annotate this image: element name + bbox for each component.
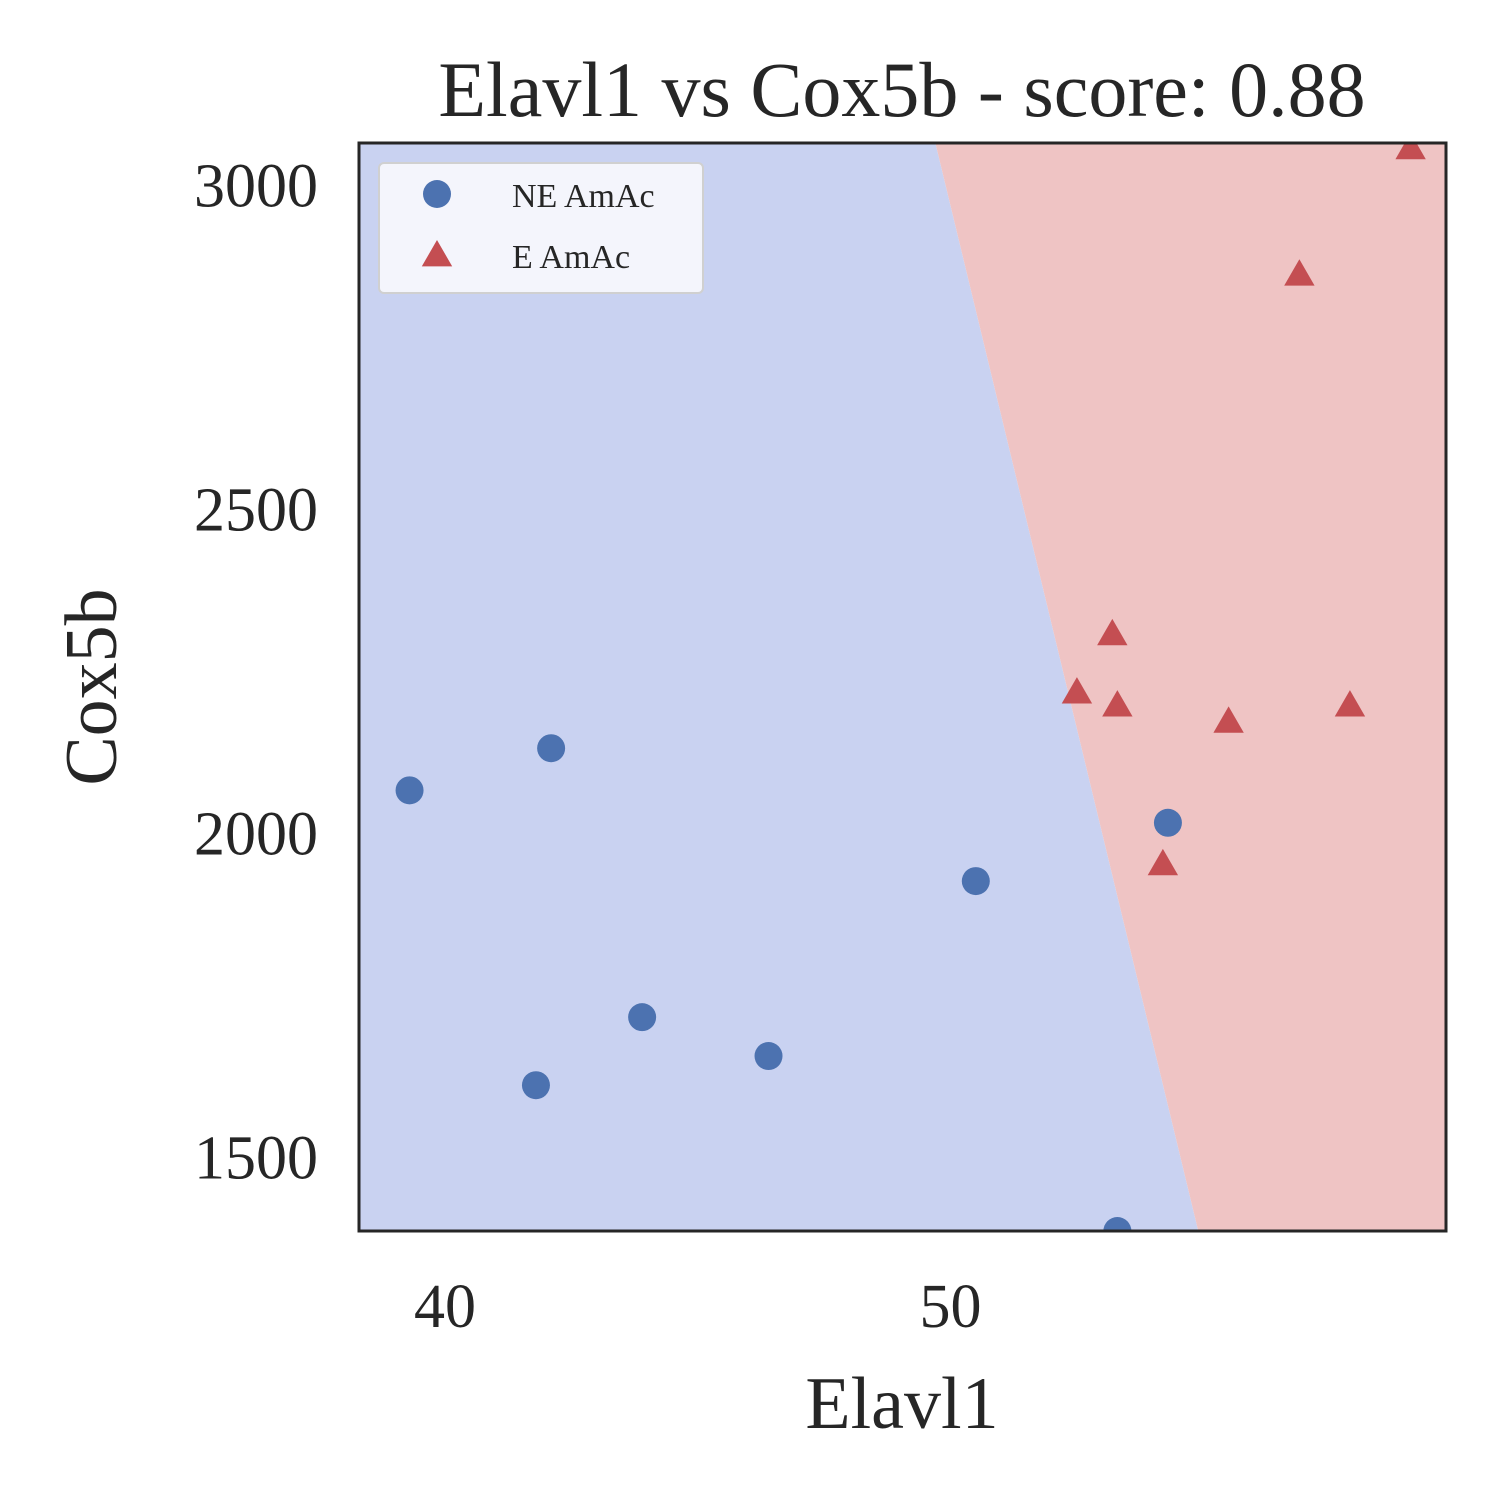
e-amac-point-2 xyxy=(1102,690,1133,717)
y-tick-label-3000: 3000 xyxy=(194,152,318,220)
ne-amac-point-1 xyxy=(537,734,566,763)
x-tick-label-40: 40 xyxy=(414,1273,476,1341)
y-tick-label-2000: 2000 xyxy=(194,800,318,868)
legend-label-e-amac: E AmAc xyxy=(512,239,630,276)
region-ne-amac xyxy=(359,143,1199,1231)
y-axis-ticks: 1500 2000 2500 3000 xyxy=(194,152,318,1192)
ne-amac-point-0 xyxy=(395,776,424,805)
plot-frame xyxy=(357,141,1448,1233)
ne-amac-point-6 xyxy=(1153,808,1182,837)
legend: NE AmAc E AmAc xyxy=(378,162,704,294)
y-tick-label-1500: 1500 xyxy=(194,1124,318,1192)
e-amac-point-4 xyxy=(1213,706,1244,733)
x-axis-ticks: 40 50 xyxy=(414,1273,982,1341)
data-points xyxy=(395,143,1426,1231)
e-amac-point-7 xyxy=(1395,143,1426,160)
ne-amac-point-5 xyxy=(961,867,990,896)
x-axis-label: Elavl1 xyxy=(805,1363,998,1445)
legend-marker-triangle xyxy=(421,240,453,267)
plot-area xyxy=(359,143,1446,1231)
e-amac-point-3 xyxy=(1147,848,1179,876)
e-amac-point-0 xyxy=(1061,677,1093,704)
y-axis-label: Cox5b xyxy=(51,588,133,785)
e-amac-point-5 xyxy=(1284,259,1315,286)
e-amac-point-6 xyxy=(1334,690,1366,717)
chart-title: Elavl1 vs Cox5b - score: 0.88 xyxy=(438,46,1365,133)
legend-marker-circle xyxy=(423,180,451,208)
ne-amac-point-3 xyxy=(628,1003,657,1032)
x-tick-label-50: 50 xyxy=(920,1273,982,1341)
y-tick-label-2500: 2500 xyxy=(194,476,318,544)
e-amac-point-1 xyxy=(1097,618,1128,646)
legend-label-ne-amac: NE AmAc xyxy=(512,178,655,215)
region-e-amac xyxy=(935,143,1446,1231)
legend-box xyxy=(378,162,704,294)
ne-amac-point-7 xyxy=(1103,1217,1132,1231)
ne-amac-point-2 xyxy=(521,1071,550,1100)
ne-amac-point-4 xyxy=(754,1042,783,1071)
